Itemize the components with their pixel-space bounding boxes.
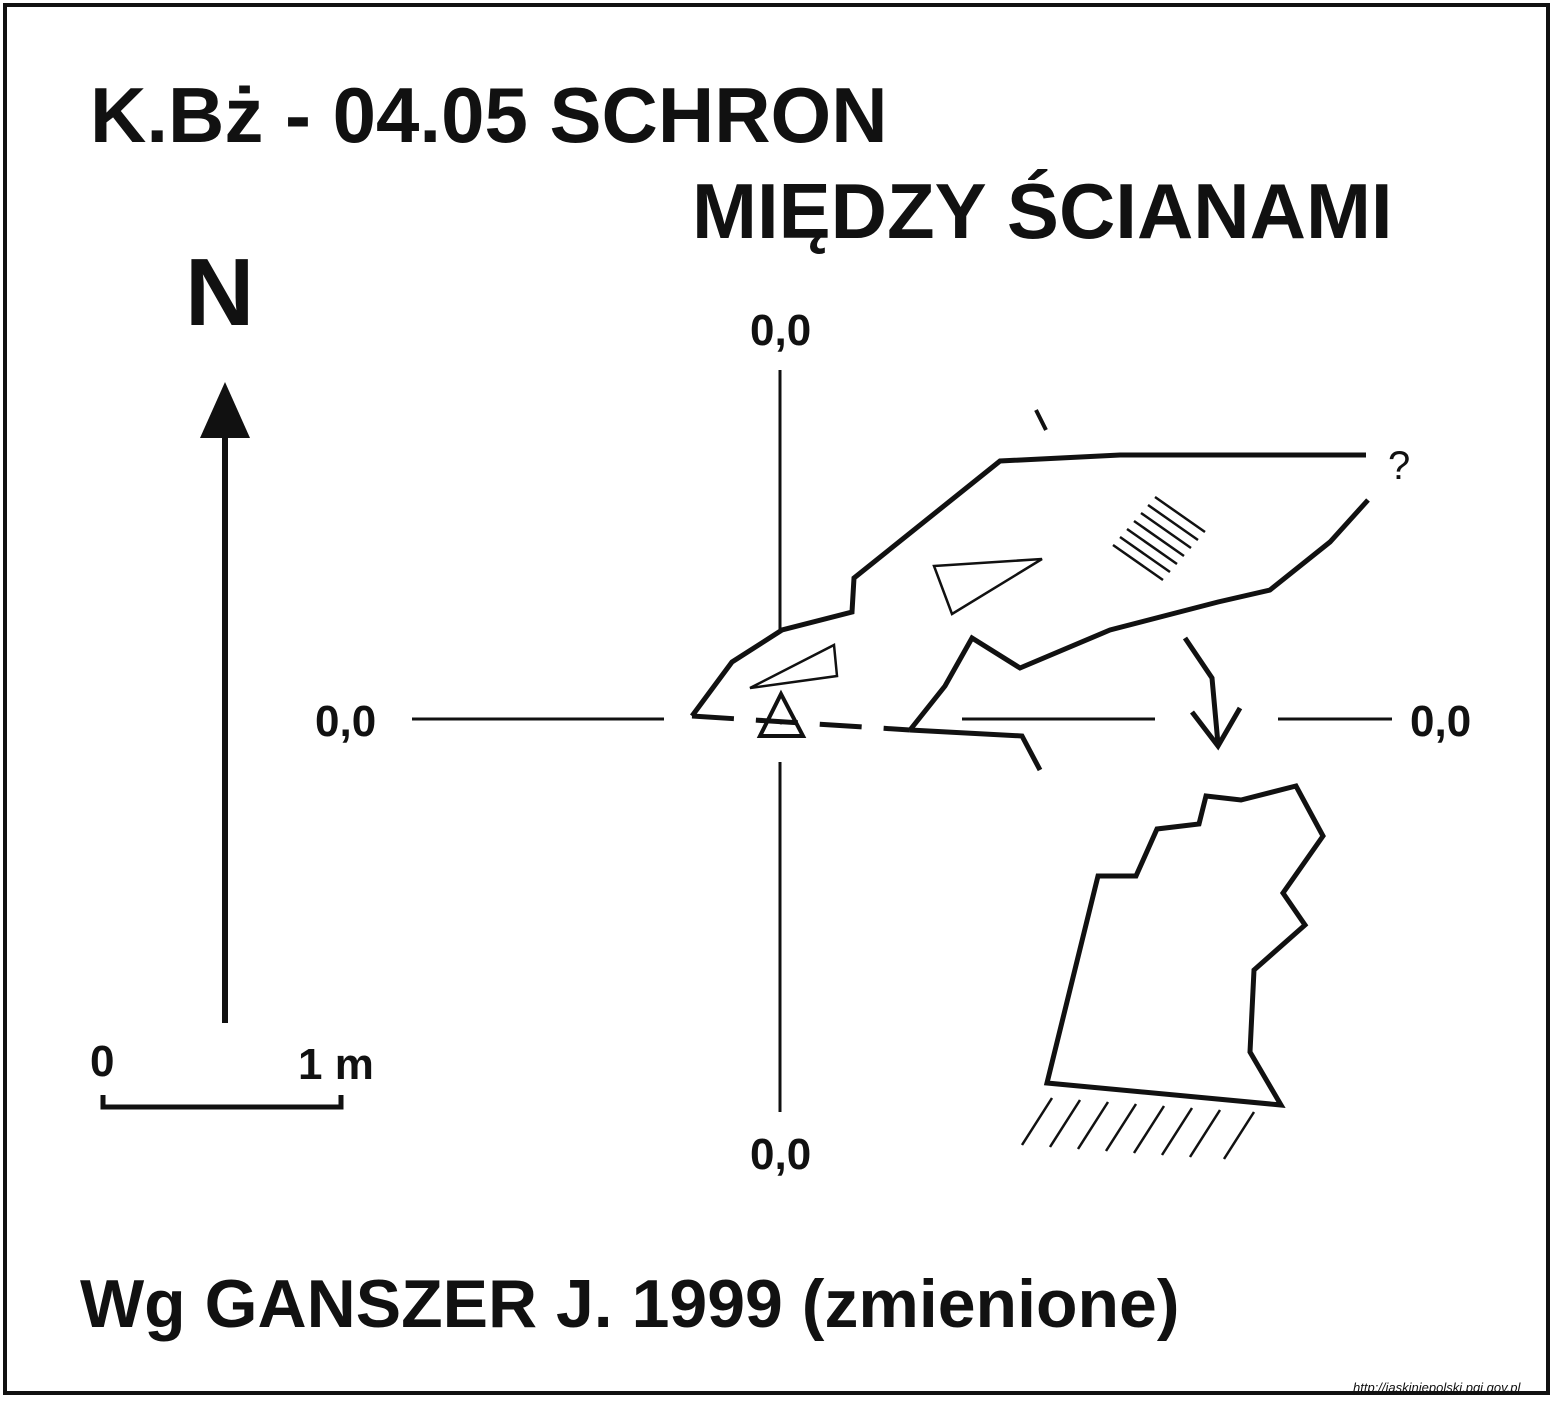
station-triangle [756,689,807,738]
ground-hatching [1020,1097,1256,1160]
north-label: N [185,239,255,346]
scale-bar [100,1095,344,1110]
coordinate-axes [412,370,1392,1112]
south-wall [908,498,1370,732]
coordinate-label-left: 0,0 [315,697,377,746]
north-wall [689,452,1366,718]
coordinate-label-bottom: 0,0 [750,1130,812,1179]
author-credit: Wg GANSZER J. 1999 (zmienione) [80,1266,1180,1342]
scale-label-start: 0 [90,1037,115,1086]
descent-arrow-head [1190,706,1243,751]
rock-fragment-small [749,643,839,690]
lower-rock-block [1043,783,1326,1108]
descent-arrow-line [1182,636,1221,745]
coordinate-label-right: 0,0 [1410,697,1472,746]
survey-station [756,689,807,738]
descent-arrow [1182,636,1243,751]
plan-title-line1: K.Bż - 04.05 SCHRON [90,71,888,159]
plan-title-line2: MIĘDZY ŚCIANAMI [692,167,1393,255]
entrance-step [909,727,1043,772]
page-frame [3,3,1550,1395]
north-arrow-head [200,382,250,438]
north-arrow [200,382,250,1023]
slope-hatching [1112,495,1206,582]
wall-tick [1034,409,1048,431]
unknown-continuation-mark: ? [1388,444,1411,488]
station-point [778,719,784,725]
scale-label-end: 1 m [298,1040,374,1089]
coordinate-label-top: 0,0 [750,306,812,355]
cave-outline-upper [689,409,1370,772]
rock-fragment-large [932,557,1043,616]
source-link[interactable]: http://jaskiniepolski.pgi.gov.pl [1353,1380,1521,1395]
drip-line [691,713,911,733]
